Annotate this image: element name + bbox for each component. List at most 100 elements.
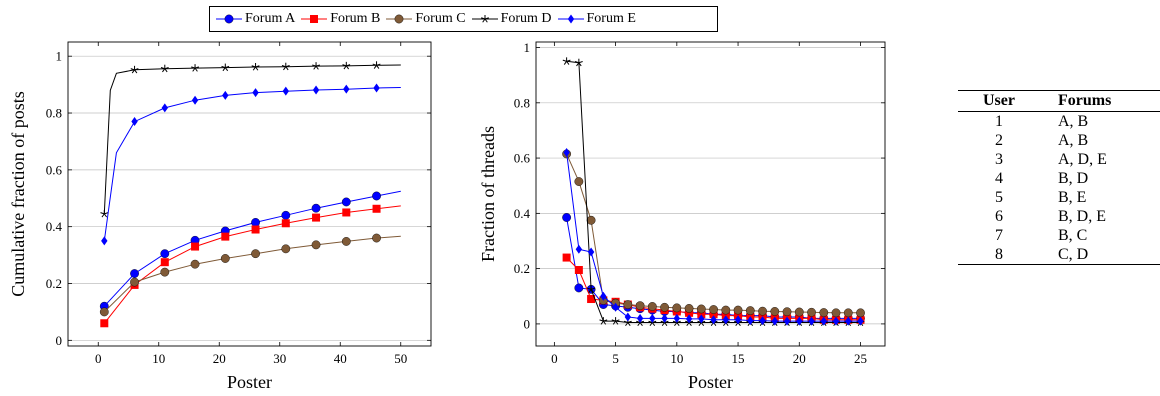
data-point-forum-b — [709, 310, 718, 319]
data-point-forum-e — [734, 315, 742, 325]
data-point-forum-d — [599, 317, 608, 325]
column-header-user: User — [958, 90, 1040, 112]
data-point-forum-e — [252, 88, 259, 98]
y-tick-label: 0.2 — [514, 261, 530, 276]
x-tick-label: 0 — [95, 351, 102, 366]
data-point-forum-c — [758, 306, 767, 316]
data-point-forum-b — [160, 258, 169, 267]
y-tick-label: 0.4 — [514, 206, 531, 221]
data-point-forum-e — [624, 312, 632, 322]
y-tick-label: 0 — [56, 333, 63, 348]
data-point-forum-a — [251, 218, 260, 227]
data-point-forum-e — [710, 315, 717, 325]
data-point-forum-d — [342, 61, 351, 70]
data-point-forum-e — [685, 314, 693, 324]
legend-item-forum-b: Forum B — [301, 11, 380, 27]
data-point-forum-b — [191, 242, 200, 251]
table-row: 4 B, D — [958, 169, 1160, 188]
data-point-forum-c — [770, 307, 780, 316]
series-line-forum-a — [103, 190, 401, 307]
legend-label: Forum E — [586, 11, 636, 26]
x-axis-label: Poster — [688, 372, 733, 392]
legend-swatch — [471, 15, 498, 23]
data-point-forum-c — [831, 308, 841, 318]
data-point-forum-e — [373, 83, 380, 93]
x-tick-label: 10 — [670, 351, 683, 366]
data-point-forum-c — [220, 254, 230, 263]
series-line-forum-e — [103, 87, 401, 241]
data-point-forum-a — [574, 283, 584, 293]
data-point-forum-b — [587, 295, 596, 304]
data-point-forum-b — [312, 213, 321, 222]
data-point-forum-a — [562, 213, 572, 222]
legend-item-forum-c: Forum C — [386, 11, 466, 27]
plot-frame — [67, 41, 432, 347]
data-point-forum-c — [733, 305, 743, 315]
y-tick-label: 0.6 — [514, 151, 531, 166]
data-point-forum-e — [343, 84, 350, 94]
data-point-forum-e — [575, 244, 583, 254]
forums-cell: B, C — [1058, 227, 1088, 244]
data-point-forum-e — [845, 316, 852, 326]
y-tick-label: 1 — [56, 49, 63, 64]
data-point-forum-c — [721, 305, 731, 315]
data-point-forum-e — [161, 103, 168, 113]
user-cell: 7 — [995, 227, 1003, 244]
legend-swatch — [216, 14, 242, 24]
x-tick-label: 0 — [551, 351, 558, 366]
x-tick-label: 20 — [213, 351, 226, 366]
data-point-forum-c — [130, 277, 139, 287]
y-tick-label: 0.8 — [46, 106, 62, 121]
data-point-forum-c — [745, 306, 755, 316]
data-point-forum-c — [782, 307, 792, 317]
user-forums-table: User Forums 1 A, B 2 A, B 3 A, D, E 4 B, D 5… — [958, 90, 1160, 265]
legend-label: Forum A — [245, 11, 296, 26]
data-point-forum-b — [251, 225, 260, 234]
data-point-forum-e — [131, 117, 138, 127]
forums-cell: B, D — [1058, 170, 1089, 187]
data-point-forum-b — [281, 219, 290, 228]
data-point-forum-e — [857, 316, 864, 326]
data-point-forum-c — [341, 237, 351, 246]
series-line-forum-d — [566, 60, 861, 323]
series-line-forum-d — [103, 64, 401, 214]
data-point-forum-c — [660, 302, 669, 312]
legend-item-forum-e: Forum E — [557, 11, 636, 27]
user-forums-table-wrap: User Forums 1 A, B 2 A, B 3 A, D, E 4 B, D 5… — [958, 90, 1160, 265]
data-point-forum-d — [100, 209, 109, 218]
legend-item-forum-d: Forum D — [471, 11, 552, 27]
table-row: 1 A, B — [958, 112, 1160, 132]
x-axis-label: Poster — [227, 372, 272, 392]
table-header-row: User Forums — [958, 90, 1160, 112]
user-cell: 1 — [995, 113, 1003, 130]
data-point-forum-c — [647, 302, 657, 311]
user-cell: 5 — [995, 189, 1003, 206]
data-point-forum-c — [696, 304, 706, 314]
x-tick-label: 20 — [793, 351, 806, 366]
table-row: 2 A, B — [958, 131, 1160, 150]
data-point-forum-d — [587, 285, 596, 293]
user-cell: 6 — [995, 208, 1003, 225]
y-axis-label: Cumulative fraction of posts — [8, 91, 28, 296]
user-cell: 4 — [995, 170, 1003, 187]
cumulative-posts-chart: 0 10 20 30 40 50 0 0.2 0.4 0.6 0.8 1 Poster Cumulativ… — [8, 41, 432, 392]
data-point-forum-c — [99, 307, 109, 317]
table-row: 3 A, D, E — [958, 150, 1160, 169]
data-point-forum-b — [372, 204, 381, 213]
data-point-forum-c — [819, 308, 829, 317]
data-point-forum-c — [190, 259, 200, 269]
data-point-forum-a — [341, 197, 351, 207]
data-point-forum-c — [807, 307, 816, 317]
plot-frame — [535, 41, 886, 347]
table-row: 7 B, C — [958, 226, 1160, 245]
user-cell: 3 — [995, 151, 1003, 168]
y-tick-label: 0.8 — [514, 95, 530, 110]
data-point-forum-e — [698, 314, 705, 324]
data-point-forum-d — [130, 65, 139, 74]
legend-label: Forum C — [415, 11, 466, 26]
legend-item-forum-a: Forum A — [216, 11, 295, 27]
data-point-forum-b — [221, 232, 230, 241]
forums-cell: B, E — [1058, 189, 1087, 206]
data-point-forum-b — [574, 266, 583, 274]
y-tick-label: 1 — [524, 40, 531, 55]
